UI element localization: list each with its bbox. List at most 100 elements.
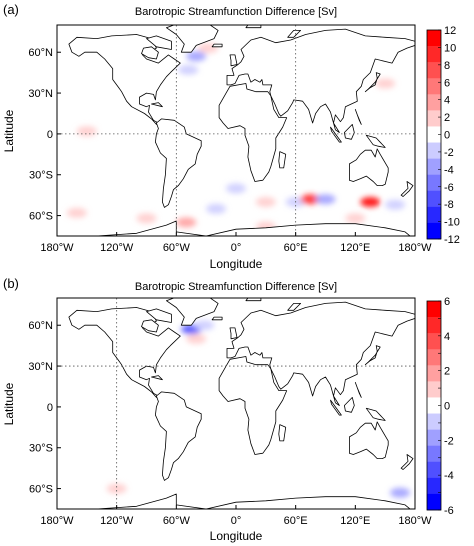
colorbar-label: -4 (444, 470, 454, 482)
land-antarctica (92, 493, 411, 509)
colorbar-segment (427, 429, 441, 446)
x-tick-label: 120°W (100, 515, 134, 527)
anomaly-patch (390, 487, 411, 498)
x-tick-label: 60°E (284, 515, 308, 527)
land-eurasia (226, 28, 415, 133)
anomaly-patch (206, 203, 227, 214)
land-baffin-island (146, 308, 172, 323)
anomaly-patch (300, 194, 321, 205)
y-tick-label: 30°S (29, 443, 53, 455)
ylabel-a: Latitude (2, 109, 16, 152)
y-tick-label: 30°S (29, 170, 53, 182)
colorbar-label: 12 (444, 25, 456, 37)
anomaly-patch (385, 199, 406, 210)
colorbar-segment (427, 222, 441, 240)
y-ticks-b: 60°N 30°N 0 30°S 60°S (28, 320, 61, 496)
anomaly-patch (194, 320, 215, 331)
colorbar-label: 4 (444, 95, 450, 107)
land-madagascar (278, 424, 287, 442)
land-indonesia-sumatra (330, 126, 342, 143)
y-tick-label: 0 (47, 402, 53, 414)
x-tick-label: 0° (231, 242, 242, 254)
colorbar-segment (427, 493, 441, 511)
colorbar-segment (427, 142, 441, 159)
x-ticks-b: 180°W 120°W 60°W 0° 60°E 120°E 180°W (40, 505, 432, 527)
anomaly-patch (106, 483, 127, 494)
x-tick-label: 180°W (40, 242, 74, 254)
colorbar-label: -8 (444, 199, 454, 211)
land-new-guinea (365, 134, 386, 148)
x-tick-label: 120°E (340, 242, 370, 254)
anomaly-patch (176, 217, 197, 228)
land-novaya-zemlya (287, 302, 302, 311)
colorbar-segment (427, 206, 441, 224)
panel-label-b: (b) (3, 276, 19, 291)
anomaly-patch (315, 194, 336, 205)
x-tick-label: 180°W (40, 515, 74, 527)
land-indonesia-borneo (343, 124, 355, 140)
land-greenland (165, 298, 219, 326)
anomaly-patch (76, 126, 97, 137)
colorbar-segment (427, 333, 441, 350)
colorbar-label: 2 (444, 112, 450, 124)
colorbar-a: 12 10 8 6 4 2 0 -2 -4 -6 -8 -10 -12 (426, 25, 460, 246)
land-australia (348, 421, 389, 460)
land-svalbard (245, 25, 262, 29)
land-indonesia-borneo (343, 396, 355, 413)
x-tick-label: 60°W (163, 242, 191, 254)
panel-a: (a) Barotropic Streamfunction Difference… (2, 2, 460, 271)
land-south-america (154, 391, 202, 481)
land-baffin-island (146, 35, 172, 50)
y-tick-label: 60°S (29, 211, 53, 223)
land-new-guinea (365, 407, 386, 421)
land-indonesia-sumatra (330, 399, 342, 416)
land-africa (218, 356, 288, 455)
anomaly-patch (171, 347, 192, 358)
land-great-britain (229, 54, 238, 67)
xlabel-a: Longitude (210, 257, 263, 271)
colorbar-segment (427, 158, 441, 175)
gridlines-b (57, 298, 415, 509)
colorbar-label: -2 (444, 147, 454, 159)
colorbar-segment (427, 46, 441, 63)
anomaly-patch (245, 476, 266, 487)
land-greenland (165, 25, 219, 53)
colorbar-label: -4 (444, 164, 454, 176)
land-madagascar (278, 151, 287, 169)
land-novaya-zemlya (287, 29, 302, 38)
anomaly-patch (375, 78, 396, 89)
colorbar-segment (427, 461, 441, 479)
anomaly-patch (255, 197, 276, 207)
colorbar-segment (427, 445, 441, 463)
y-tick-label: 0 (47, 129, 53, 141)
x-tick-label: 180°W (398, 515, 432, 527)
colorbar-label: 10 (444, 42, 456, 54)
y-ticks-a: 60°N 30°N 0 30°S 60°S (28, 47, 61, 223)
colorbar-label: 8 (444, 60, 450, 72)
panel-b: (b) Barotropic Streamfunction Difference… (2, 276, 454, 543)
xlabel-b: Longitude (210, 529, 263, 543)
colorbar-label: 2 (444, 366, 450, 378)
colorbar-segment (427, 381, 441, 398)
colorbar-label: 0 (444, 401, 450, 413)
land-new-zealand (400, 181, 414, 197)
anomaly-patch (360, 197, 381, 207)
anomaly-patch (186, 333, 207, 344)
y-tick-label: 30°N (28, 361, 53, 373)
title-a: Barotropic Streamfunction Difference [Sv… (135, 6, 337, 18)
coastlines-b (68, 298, 415, 509)
colorbar-b: 6 4 2 0 -2 -4 -6 (426, 296, 454, 517)
anomaly-patch (176, 77, 197, 88)
land-new-zealand (400, 454, 414, 470)
panel-label-a: (a) (3, 2, 19, 17)
y-tick-label: 60°N (28, 320, 53, 332)
anomaly-patch (66, 207, 87, 218)
land-great-britain (229, 327, 238, 340)
ylabel-b: Latitude (2, 382, 16, 425)
colorbar-label: -6 (444, 505, 454, 517)
y-tick-label: 60°S (29, 484, 53, 496)
colorbar-label: 4 (444, 331, 450, 343)
colorbar-segment (427, 174, 441, 192)
colorbar-segment (427, 78, 441, 95)
